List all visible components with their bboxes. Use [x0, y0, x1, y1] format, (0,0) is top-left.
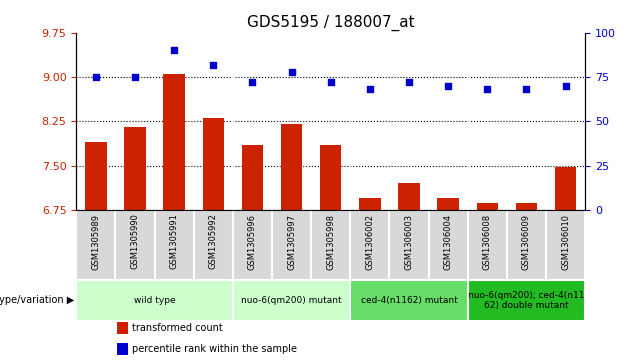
- Bar: [507, 210, 546, 280]
- Bar: [117, 343, 128, 355]
- Text: GSM1305991: GSM1305991: [170, 213, 179, 269]
- Bar: [467, 210, 507, 280]
- Text: GSM1305989: GSM1305989: [92, 213, 100, 269]
- Bar: [429, 210, 467, 280]
- Bar: [163, 74, 185, 210]
- Bar: [398, 183, 420, 210]
- Text: nuo-6(qm200); ced-4(n11
62) double mutant: nuo-6(qm200); ced-4(n11 62) double mutan…: [468, 291, 584, 310]
- Bar: [194, 210, 233, 280]
- Point: [247, 79, 258, 85]
- Bar: [124, 127, 146, 210]
- Bar: [242, 145, 263, 210]
- Point: [365, 86, 375, 92]
- Bar: [272, 210, 311, 280]
- Bar: [467, 280, 585, 321]
- Bar: [516, 203, 537, 210]
- Bar: [350, 210, 389, 280]
- Bar: [116, 210, 155, 280]
- Point: [91, 74, 101, 80]
- Bar: [281, 124, 302, 210]
- Bar: [76, 210, 116, 280]
- Text: ced-4(n1162) mutant: ced-4(n1162) mutant: [361, 296, 457, 305]
- Text: wild type: wild type: [134, 296, 176, 305]
- Point: [286, 69, 296, 74]
- Bar: [155, 210, 194, 280]
- Bar: [85, 142, 107, 210]
- Point: [522, 86, 532, 92]
- Bar: [311, 210, 350, 280]
- Point: [169, 48, 179, 53]
- Bar: [320, 145, 342, 210]
- Point: [482, 86, 492, 92]
- Text: GSM1306008: GSM1306008: [483, 213, 492, 270]
- Bar: [350, 280, 467, 321]
- Text: GSM1305990: GSM1305990: [130, 213, 139, 269]
- Point: [404, 79, 414, 85]
- Text: transformed count: transformed count: [132, 323, 223, 333]
- Bar: [233, 280, 350, 321]
- Text: GSM1305996: GSM1305996: [248, 213, 257, 269]
- Bar: [389, 210, 429, 280]
- Bar: [359, 198, 380, 210]
- Bar: [546, 210, 585, 280]
- Point: [443, 83, 453, 89]
- Bar: [555, 167, 576, 210]
- Text: nuo-6(qm200) mutant: nuo-6(qm200) mutant: [241, 296, 342, 305]
- Point: [560, 83, 570, 89]
- Text: GSM1306003: GSM1306003: [404, 213, 413, 270]
- Text: GSM1305998: GSM1305998: [326, 213, 335, 269]
- Bar: [117, 322, 128, 334]
- Bar: [476, 203, 498, 210]
- Bar: [76, 280, 233, 321]
- Text: GSM1306004: GSM1306004: [444, 213, 453, 269]
- Text: GSM1306002: GSM1306002: [365, 213, 375, 269]
- Bar: [438, 198, 459, 210]
- Bar: [202, 118, 224, 210]
- Point: [208, 62, 218, 68]
- Text: percentile rank within the sample: percentile rank within the sample: [132, 344, 297, 354]
- Bar: [233, 210, 272, 280]
- Title: GDS5195 / 188007_at: GDS5195 / 188007_at: [247, 15, 415, 31]
- Text: GSM1306010: GSM1306010: [561, 213, 570, 269]
- Text: GSM1306009: GSM1306009: [522, 213, 531, 269]
- Text: GSM1305997: GSM1305997: [287, 213, 296, 269]
- Text: genotype/variation ▶: genotype/variation ▶: [0, 295, 74, 305]
- Text: GSM1305992: GSM1305992: [209, 213, 218, 269]
- Point: [326, 79, 336, 85]
- Point: [130, 74, 140, 80]
